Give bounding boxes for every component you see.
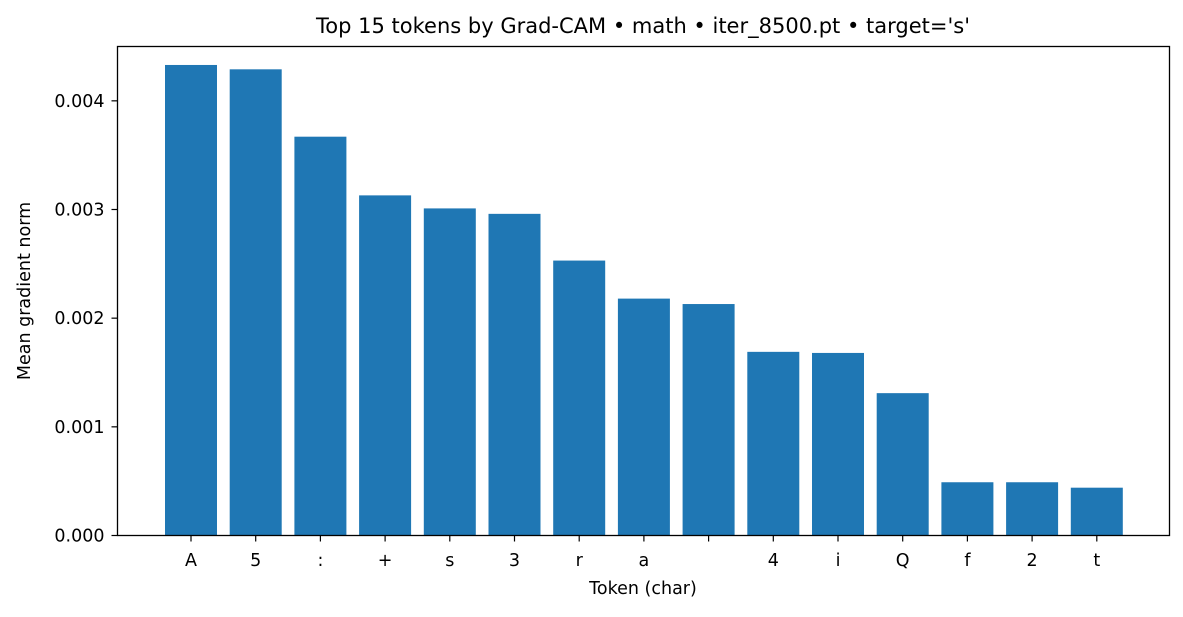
bar-5 <box>488 213 541 536</box>
x-tick-label-2: : <box>317 551 323 571</box>
y-tick-label-4: 0.004 <box>54 92 104 112</box>
x-axis-label: Token (char) <box>588 579 697 599</box>
bar-0 <box>165 64 217 536</box>
x-tick-label-10: i <box>836 551 841 571</box>
y-tick-label-1: 0.001 <box>54 418 104 438</box>
y-axis-ticks: 0.000 0.001 0.002 0.003 0.004 <box>54 92 118 547</box>
bar-14 <box>1070 487 1123 536</box>
x-tick-label-3: + <box>378 551 393 571</box>
bar-8 <box>682 304 735 536</box>
x-tick-label-11: Q <box>896 551 910 571</box>
bar-7 <box>617 298 670 536</box>
x-tick-label-1: 5 <box>250 551 261 571</box>
x-tick-label-5: 3 <box>509 551 520 571</box>
y-tick-label-2: 0.002 <box>54 309 104 329</box>
bar-6 <box>553 260 606 536</box>
y-axis-label: Mean gradient norm <box>15 202 35 380</box>
y-tick-label-0: 0.000 <box>54 527 104 547</box>
chart-title: Top 15 tokens by Grad-CAM • math • iter_… <box>315 14 970 39</box>
x-tick-label-0: A <box>185 551 197 571</box>
x-tick-label-13: 2 <box>1027 551 1038 571</box>
y-tick-label-3: 0.003 <box>54 201 104 221</box>
x-tick-label-7: a <box>639 551 650 571</box>
bar-10 <box>812 352 864 536</box>
bar-12 <box>941 482 994 536</box>
x-tick-label-14: t <box>1093 551 1100 571</box>
bar-9 <box>747 351 800 536</box>
x-tick-label-9: 4 <box>768 551 779 571</box>
bar-4 <box>423 208 476 536</box>
bar-13 <box>1006 482 1059 536</box>
x-tick-label-6: r <box>576 551 584 571</box>
bar-2 <box>294 136 347 536</box>
x-tick-label-12: f <box>964 551 971 571</box>
x-tick-label-4: s <box>445 551 454 571</box>
bar-3 <box>359 195 412 536</box>
bar-11 <box>876 393 929 536</box>
bar-1 <box>229 69 282 536</box>
bars-group <box>165 64 1123 536</box>
